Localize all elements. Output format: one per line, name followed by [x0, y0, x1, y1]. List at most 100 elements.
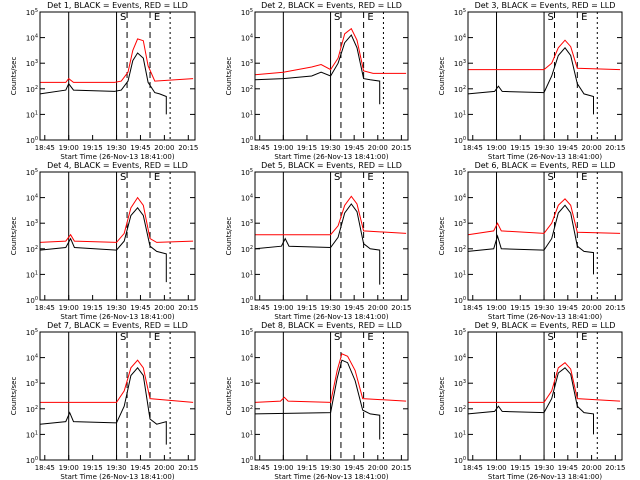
series-lld-line — [255, 195, 407, 236]
end-marker-label: E — [154, 12, 160, 23]
y-tick-label: 100 — [26, 456, 38, 465]
y-tick-label: 101 — [26, 430, 38, 439]
x-tick-label: 19:45 — [130, 464, 150, 472]
y-tick-label: 100 — [241, 136, 253, 145]
x-tick-label: 19:00 — [273, 144, 293, 152]
x-tick-label: 18:45 — [250, 304, 270, 312]
series-lld-line — [39, 196, 194, 243]
x-tick-label: 19:00 — [486, 464, 506, 472]
plot-frame — [467, 331, 623, 461]
panel-title: Det 7, BLACK = Events, RED = LLD — [47, 321, 188, 330]
x-axis-label: Start Time (26-Nov-13 18:41:00) — [274, 153, 388, 161]
panel-det-9: S E 100 101 102 103 104 105 18:45 19:00 19:15 19:30… — [438, 321, 625, 480]
x-axis-label: Start Time (26-Nov-13 18:41:00) — [274, 473, 388, 480]
end-marker-label: E — [367, 12, 373, 23]
series-events-line — [39, 52, 167, 115]
panel-det-1: S E 100 101 102 103 104 105 18:45 19:00 19:15 19:30… — [10, 1, 198, 161]
x-tick-label: 20:00 — [368, 144, 388, 152]
y-tick-label: 102 — [454, 85, 466, 94]
y-tick-label: 103 — [241, 59, 253, 68]
x-tick-label: 19:15 — [297, 304, 317, 312]
y-tick-label: 101 — [241, 270, 253, 279]
x-tick-label: 20:00 — [581, 304, 601, 312]
series-events-line — [467, 47, 594, 115]
x-axis-label: Start Time (26-Nov-13 18:41:00) — [60, 313, 174, 321]
y-axis-label: Counts/sec — [438, 57, 446, 96]
y-tick-label: 103 — [241, 379, 253, 388]
y-tick-label: 101 — [454, 270, 466, 279]
y-tick-label: 102 — [241, 85, 253, 94]
panel-title: Det 8, BLACK = Events, RED = LLD — [261, 321, 402, 330]
start-marker-label: S — [548, 12, 554, 23]
start-marker-label: S — [120, 172, 126, 183]
y-tick-label: 100 — [454, 136, 466, 145]
panel-title: Det 2, BLACK = Events, RED = LLD — [261, 1, 402, 10]
end-marker-label: E — [581, 12, 587, 23]
series-lld-line — [468, 39, 621, 71]
y-tick-label: 102 — [241, 405, 253, 414]
x-tick-label: 19:00 — [59, 464, 79, 472]
x-tick-label: 19:15 — [297, 144, 317, 152]
x-tick-label: 18:45 — [250, 464, 270, 472]
plot-frame — [467, 11, 623, 141]
plot-frame — [254, 331, 409, 461]
x-tick-label: 20:00 — [368, 304, 388, 312]
x-tick-label: 20:15 — [605, 144, 625, 152]
x-tick-label: 19:45 — [130, 304, 150, 312]
y-axis-label: Counts/sec — [10, 57, 18, 96]
panel-title: Det 4, BLACK = Events, RED = LLD — [47, 161, 188, 170]
x-axis-label: Start Time (26-Nov-13 18:41:00) — [488, 153, 602, 161]
panel-det-4: S E 100 101 102 103 104 105 18:45 19:00 19:15 19:30… — [10, 161, 198, 321]
x-tick-label: 19:45 — [344, 144, 364, 152]
x-tick-label: 20:15 — [605, 464, 625, 472]
series-events-line — [254, 34, 381, 105]
x-tick-label: 20:15 — [178, 464, 198, 472]
x-tick-label: 19:00 — [486, 304, 506, 312]
y-tick-label: 103 — [26, 219, 38, 228]
series-events-line — [39, 207, 167, 283]
x-tick-label: 19:30 — [320, 464, 340, 472]
y-tick-label: 102 — [454, 245, 466, 254]
x-axis-label: Start Time (26-Nov-13 18:41:00) — [488, 313, 602, 321]
y-tick-label: 104 — [454, 354, 466, 363]
y-tick-label: 102 — [26, 85, 38, 94]
x-tick-label: 19:30 — [534, 464, 554, 472]
x-tick-label: 19:30 — [106, 464, 126, 472]
x-tick-label: 18:45 — [35, 464, 55, 472]
series-lld-line — [254, 353, 407, 403]
start-marker-label: S — [548, 332, 554, 343]
plot-frame — [39, 11, 196, 141]
y-tick-label: 104 — [26, 34, 38, 43]
x-tick-label: 20:00 — [581, 144, 601, 152]
series-events-line — [39, 367, 167, 445]
y-tick-label: 102 — [454, 405, 466, 414]
y-tick-label: 100 — [241, 296, 253, 305]
x-axis-label: Start Time (26-Nov-13 18:41:00) — [60, 153, 174, 161]
x-tick-label: 19:15 — [297, 464, 317, 472]
x-axis-label: Start Time (26-Nov-13 18:41:00) — [274, 313, 388, 321]
end-marker-label: E — [581, 332, 587, 343]
end-marker-label: E — [581, 172, 587, 183]
panel-det-7: S E 100 101 102 103 104 105 18:45 19:00 19:15 19:30… — [10, 321, 198, 480]
y-tick-label: 103 — [454, 379, 466, 388]
series-events-line — [254, 203, 381, 285]
series-events-line — [467, 367, 594, 435]
x-tick-label: 19:45 — [558, 304, 578, 312]
x-tick-label: 19:00 — [59, 144, 79, 152]
panel-title: Det 9, BLACK = Events, RED = LLD — [475, 321, 616, 330]
x-tick-label: 19:00 — [273, 304, 293, 312]
x-tick-label: 19:00 — [273, 464, 293, 472]
series-events-line — [467, 204, 594, 275]
y-tick-label: 104 — [26, 194, 38, 203]
panel-det-6: S E 100 101 102 103 104 105 18:45 19:00 19:15 19:30… — [438, 161, 625, 321]
plot-frame — [254, 171, 409, 301]
x-tick-label: 19:30 — [534, 304, 554, 312]
y-tick-label: 100 — [26, 296, 38, 305]
x-tick-label: 20:00 — [154, 144, 174, 152]
y-tick-label: 103 — [26, 59, 38, 68]
series-lld-line — [254, 27, 407, 76]
y-tick-label: 101 — [26, 110, 38, 119]
y-tick-label: 104 — [241, 354, 253, 363]
x-tick-label: 18:45 — [35, 144, 55, 152]
